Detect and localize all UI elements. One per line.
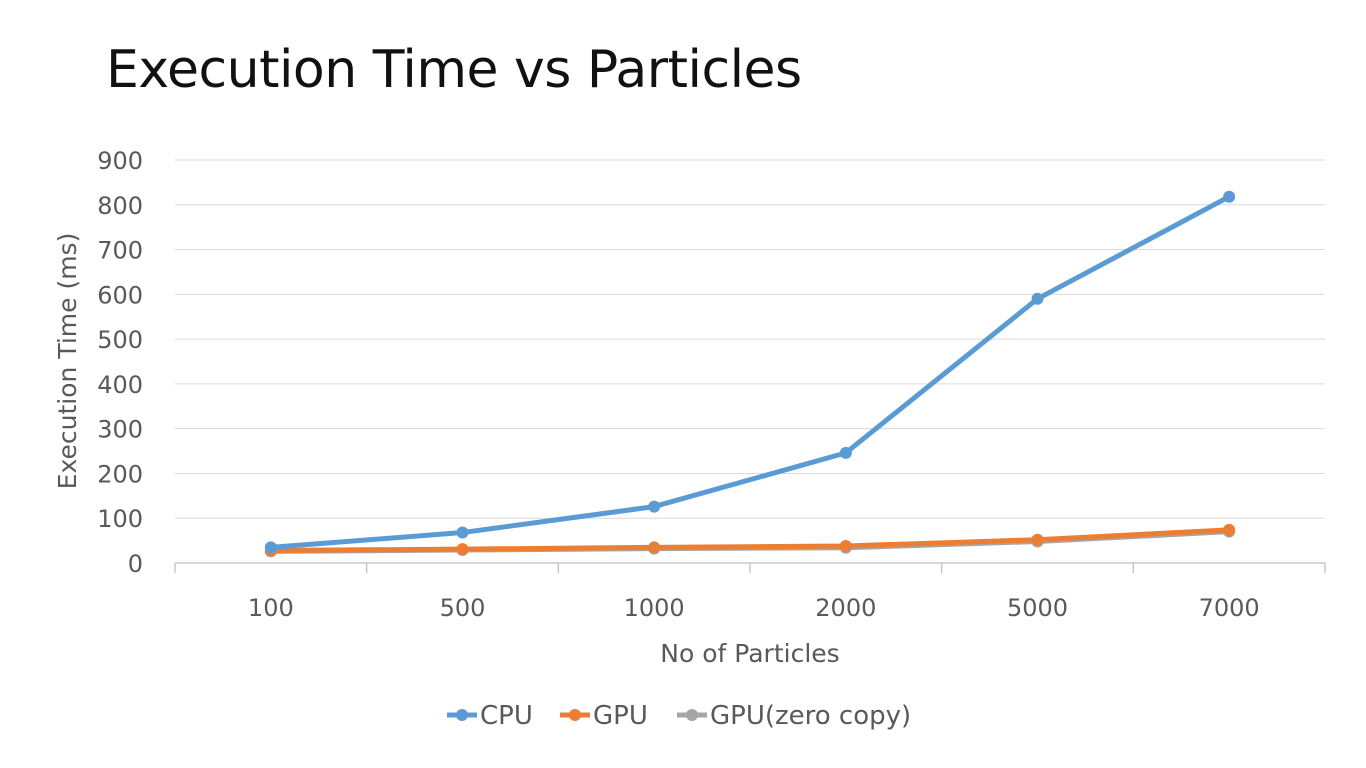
legend-label: GPU xyxy=(593,701,648,731)
y-tick-label: 100 xyxy=(97,505,143,533)
y-axis-title: Execution Time (ms) xyxy=(53,233,82,490)
data-point xyxy=(1031,292,1044,305)
y-tick-label: 500 xyxy=(97,326,143,354)
legend-marker xyxy=(569,709,581,721)
data-point xyxy=(839,446,852,459)
y-tick-labels: 0 100 200 300 400 500 600 700 800 900 xyxy=(97,147,143,578)
y-tick-label: 200 xyxy=(97,460,143,488)
data-point xyxy=(1031,533,1044,546)
data-point xyxy=(1223,523,1236,536)
data-point xyxy=(1223,190,1236,203)
data-point xyxy=(456,526,469,539)
gridlines xyxy=(175,159,1325,519)
chart-title: Execution Time vs Particles xyxy=(106,40,802,100)
x-tick-label: 500 xyxy=(440,594,486,622)
x-tick-label: 100 xyxy=(248,594,294,622)
series-line xyxy=(268,527,1232,553)
data-point xyxy=(264,541,277,554)
data-point xyxy=(456,543,469,556)
series-line xyxy=(268,194,1232,550)
legend: CPU GPU GPU(zero copy) xyxy=(447,701,911,731)
y-tick-label: 300 xyxy=(97,416,143,444)
legend-marker xyxy=(686,709,698,721)
x-tick-label: 7000 xyxy=(1199,594,1260,622)
y-tick-label: 0 xyxy=(128,550,143,578)
x-tick-label: 1000 xyxy=(624,594,685,622)
x-tick-label: 5000 xyxy=(1007,594,1068,622)
data-point xyxy=(648,541,661,554)
x-tick-labels: 100 500 1000 2000 5000 7000 xyxy=(248,594,1260,622)
y-tick-label: 900 xyxy=(97,147,143,175)
y-tick-label: 800 xyxy=(97,192,143,220)
series-lines xyxy=(264,190,1236,558)
x-tick-label: 2000 xyxy=(815,594,876,622)
legend-label: CPU xyxy=(480,701,533,731)
x-axis-title: No of Particles xyxy=(660,639,839,668)
y-tick-label: 400 xyxy=(97,371,143,399)
legend-label: GPU(zero copy) xyxy=(710,701,911,731)
x-axis xyxy=(174,562,1326,573)
data-point xyxy=(839,539,852,552)
legend-marker xyxy=(456,709,468,721)
data-point xyxy=(648,500,661,513)
y-tick-label: 600 xyxy=(97,281,143,309)
y-tick-label: 700 xyxy=(97,237,143,265)
